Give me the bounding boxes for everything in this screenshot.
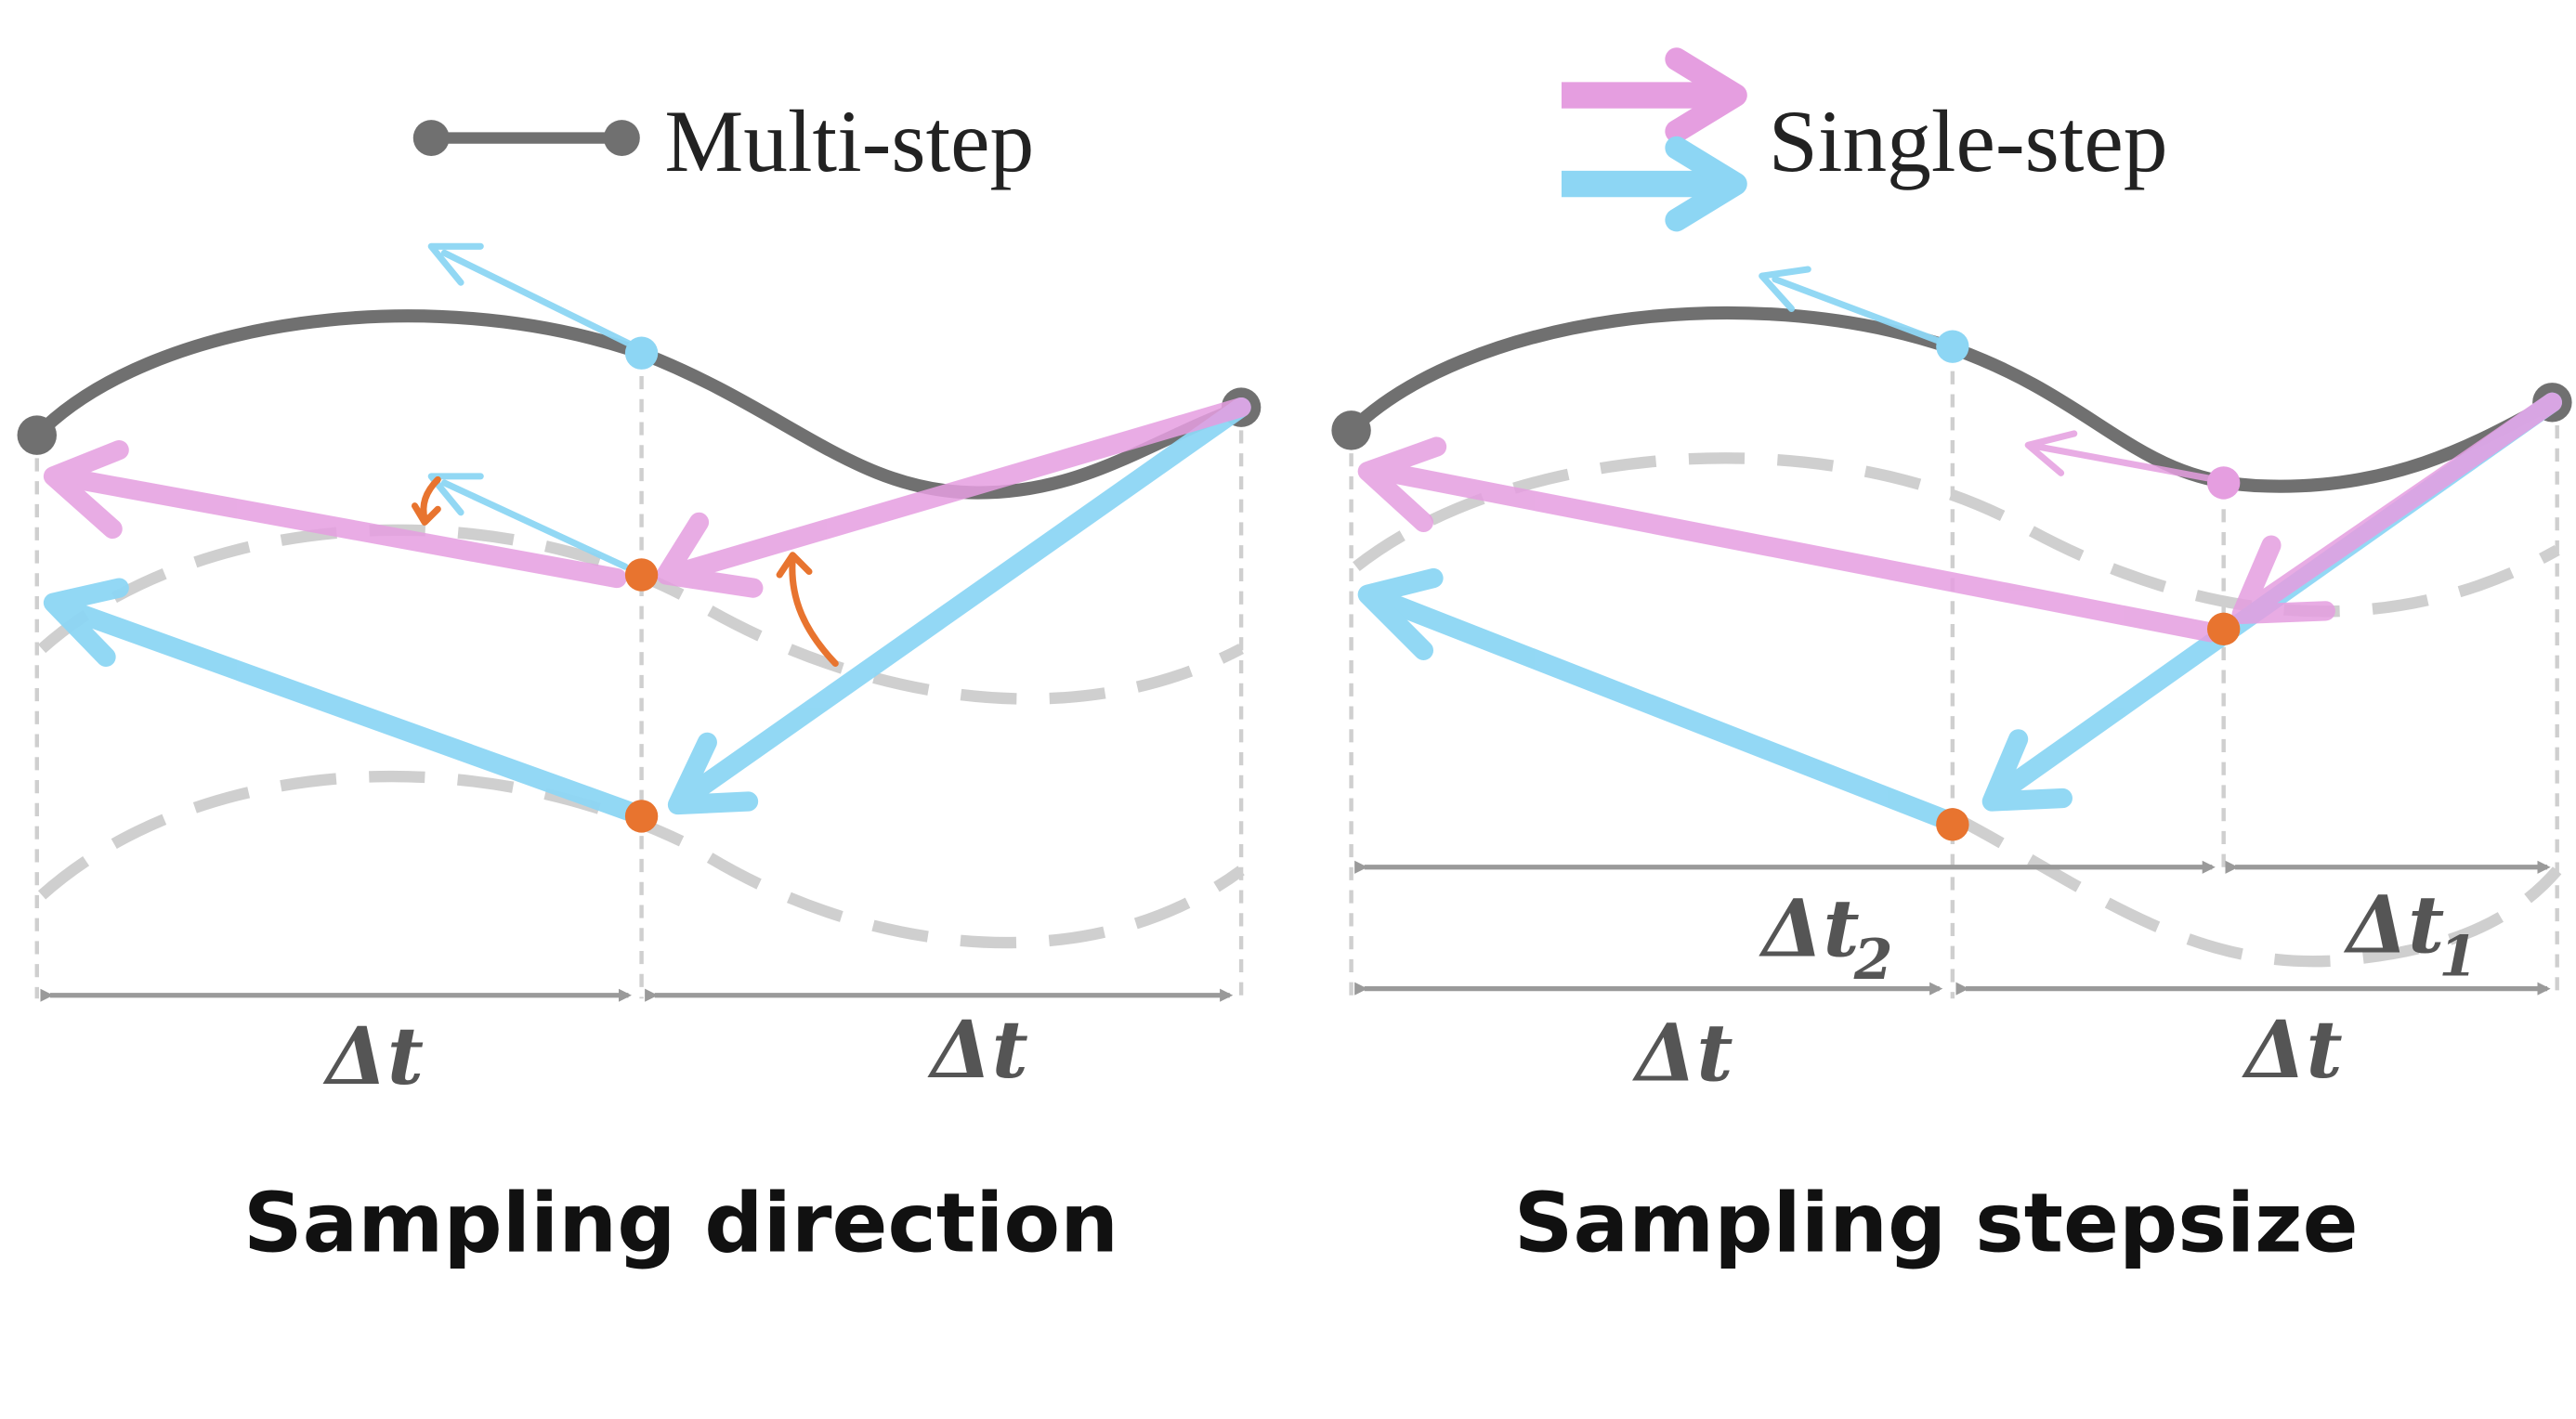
- legend: Multi-step Single-step: [412, 47, 2168, 232]
- svg-text:Δt: Δt: [1759, 882, 1860, 975]
- blue-single-step-arrows: [43, 242, 1251, 825]
- blue-landing-point: [624, 800, 659, 833]
- time-guides: [1349, 347, 2559, 999]
- legend-single-step: Single-step: [1561, 47, 2168, 232]
- multi-step-trajectory: [32, 309, 1244, 500]
- pink-intermediate-point: [2206, 466, 2241, 500]
- direction-correction-arrows: [411, 475, 839, 668]
- time-guides: [34, 353, 1244, 999]
- blue-intermediate-point: [1936, 330, 1969, 363]
- delta-t-right-label: Δt: [927, 1004, 1028, 1097]
- legend-multi-step-label: Multi-step: [664, 92, 1034, 190]
- caption-sampling-direction: Sampling direction: [243, 1176, 1118, 1271]
- pink-landing-point: [624, 558, 659, 592]
- svg-text:Δt: Δt: [2343, 879, 2444, 972]
- pink-single-step-arrows: [1357, 392, 2562, 643]
- panel-sampling-stepsize: Δt 2 Δt 1 Δt Δt Sampling stepsize: [1331, 266, 2572, 1271]
- legend-multi-step: Multi-step: [412, 92, 1034, 190]
- pink-single-step-arrows: [43, 397, 1251, 598]
- caption-sampling-stepsize: Sampling stepsize: [1514, 1176, 2359, 1271]
- dashed-trajectories: [1353, 452, 2562, 968]
- blue-landing-point: [1936, 808, 1969, 841]
- delta-t-left-label: Δt: [1632, 1008, 1733, 1100]
- svg-text:2: 2: [1853, 928, 1893, 993]
- svg-text:1: 1: [2439, 925, 2478, 990]
- trajectory-start-point: [1331, 410, 1371, 450]
- pink-landing-point: [2206, 612, 2241, 646]
- legend-single-step-label: Single-step: [1769, 92, 2168, 190]
- trajectory-start-point: [17, 415, 57, 455]
- delta-t-left-label: Δt: [322, 1010, 424, 1103]
- multi-step-trajectory: [1346, 306, 2556, 493]
- delta-t1-label: Δt 1: [2343, 879, 2478, 990]
- dashed-trajectories: [37, 524, 1245, 949]
- delta-t2-label: Δt 2: [1759, 882, 1893, 993]
- delta-t-right-label: Δt: [2242, 1004, 2343, 1097]
- blue-intermediate-point: [624, 336, 659, 370]
- panel-sampling-direction: Δt Δt Sampling direction: [17, 242, 1262, 1271]
